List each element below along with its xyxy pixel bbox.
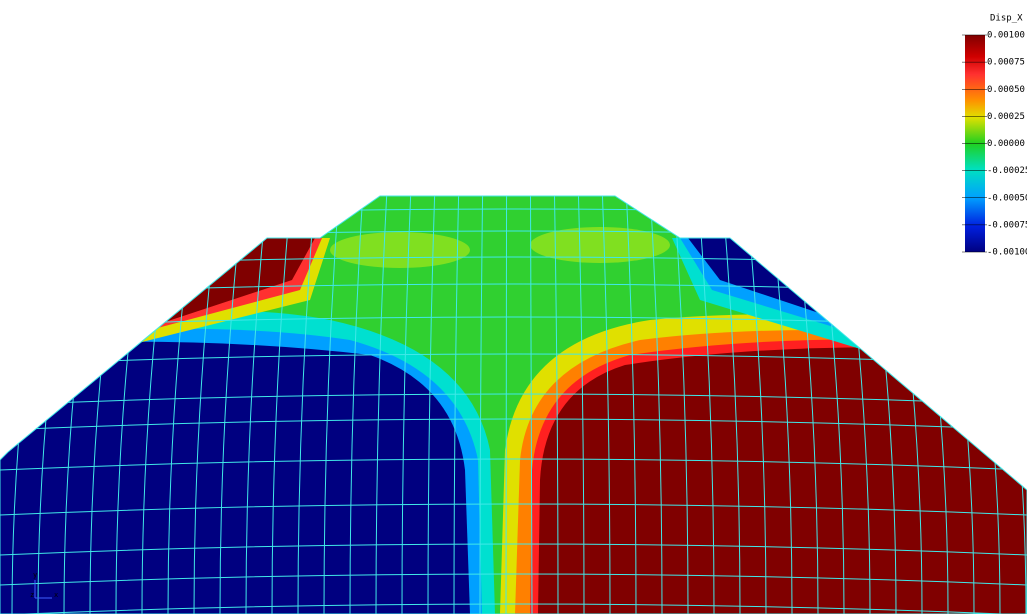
- legend: Disp_X 0.00100 0.00075 0.00050 0.00025 0.000…: [962, 14, 1027, 258]
- legend-label: 0.00025: [987, 112, 1025, 122]
- legend-label: 0.00000: [987, 139, 1025, 149]
- viewport: Disp_X 0.00100 0.00075 0.00050 0.00025 0.000…: [0, 0, 1027, 614]
- legend-label: -0.00100: [987, 248, 1027, 258]
- legend-label: -0.00025: [987, 166, 1027, 176]
- legend-title: Disp_X: [990, 14, 1023, 24]
- triad-z-label: z: [30, 591, 34, 599]
- legend-label: -0.00075: [987, 220, 1027, 230]
- mesh-line: [506, 190, 507, 614]
- triad-x-label: x: [54, 591, 58, 599]
- legend-label: 0.00100: [987, 31, 1025, 41]
- triad-y-label: y: [33, 571, 37, 579]
- legend-label: 0.00050: [987, 85, 1025, 95]
- legend-label: -0.00050: [987, 193, 1027, 203]
- legend-label: 0.00075: [987, 58, 1025, 68]
- contour-plot: [0, 190, 1027, 614]
- page: {"legend": {"title": "Disp_X", "labels":…: [0, 0, 1027, 614]
